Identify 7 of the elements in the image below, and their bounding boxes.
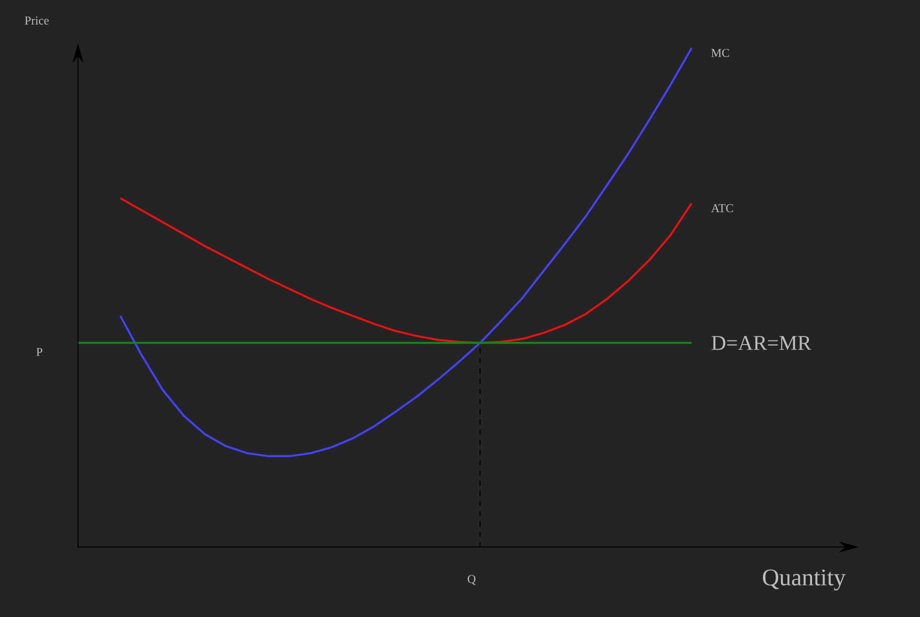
x-axis-title: Quantity [762,569,846,590]
series-label: MC [711,48,729,57]
y-axis-title: Price [24,16,49,25]
series-label: D=AR=MR [712,336,812,350]
text: P [36,348,42,356]
series-label: ATC [711,204,733,212]
text: Q [468,575,476,585]
